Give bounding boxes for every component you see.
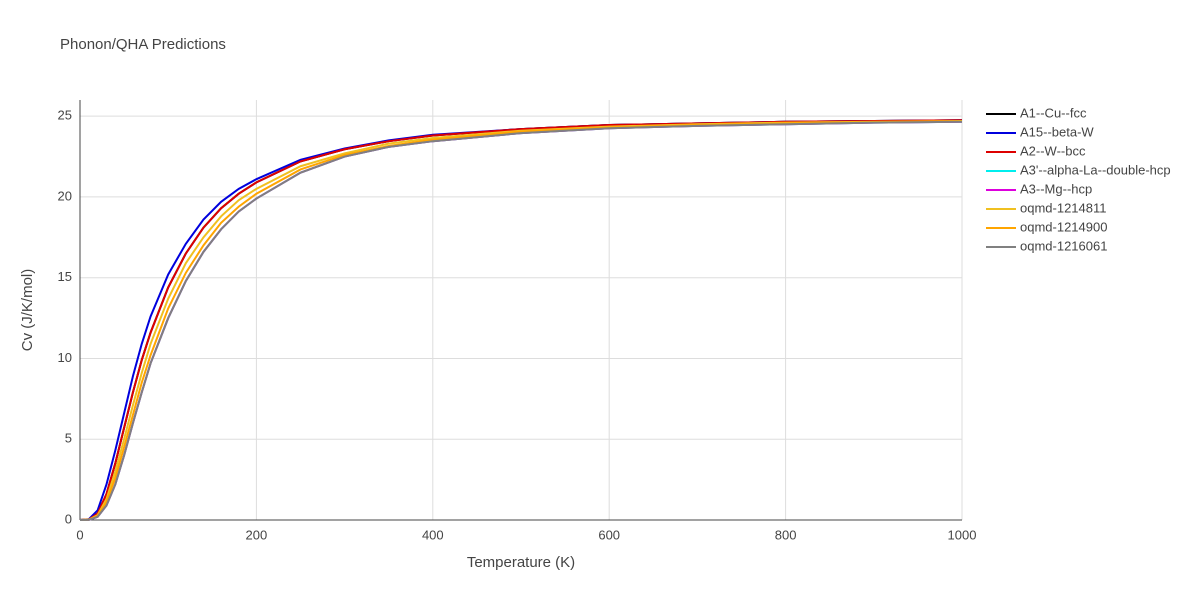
y-tick-label: 25 xyxy=(58,108,72,123)
legend-label: A2--W--bcc xyxy=(1020,143,1086,158)
y-tick-label: 10 xyxy=(58,350,72,365)
x-tick-label: 800 xyxy=(775,527,797,542)
chart-title: Phonon/QHA Predictions xyxy=(60,36,226,53)
legend-label: oqmd-1214900 xyxy=(1020,219,1107,234)
legend-label: A15--beta-W xyxy=(1020,124,1094,139)
line xyxy=(79,119,963,521)
legend-label: A3'--alpha-La--double-hcp xyxy=(1020,162,1171,177)
line xyxy=(79,120,963,521)
x-axis-label: Temperature (K) xyxy=(467,554,575,571)
y-tick-label: 0 xyxy=(65,511,72,526)
y-tick-label: 15 xyxy=(58,269,72,284)
legend-label: oqmd-1214811 xyxy=(1020,200,1107,215)
x-tick-label: 400 xyxy=(422,527,444,542)
legend-label: A1--Cu--fcc xyxy=(1020,105,1087,120)
x-tick-label: 600 xyxy=(598,527,620,542)
x-tick-label: 200 xyxy=(246,527,268,542)
legend-label: A3--Mg--hcp xyxy=(1020,181,1092,196)
y-axis-label: Cv (J/K/mol) xyxy=(19,269,36,352)
x-tick-label: 1000 xyxy=(948,527,977,542)
line xyxy=(79,120,963,521)
line xyxy=(79,119,963,521)
x-tick-label: 0 xyxy=(76,527,83,542)
legend-label: oqmd-1216061 xyxy=(1020,238,1107,253)
y-tick-label: 5 xyxy=(65,431,72,446)
line xyxy=(79,119,963,521)
line xyxy=(79,120,963,521)
y-tick-label: 20 xyxy=(58,188,72,203)
line xyxy=(79,120,963,521)
line xyxy=(79,120,963,521)
